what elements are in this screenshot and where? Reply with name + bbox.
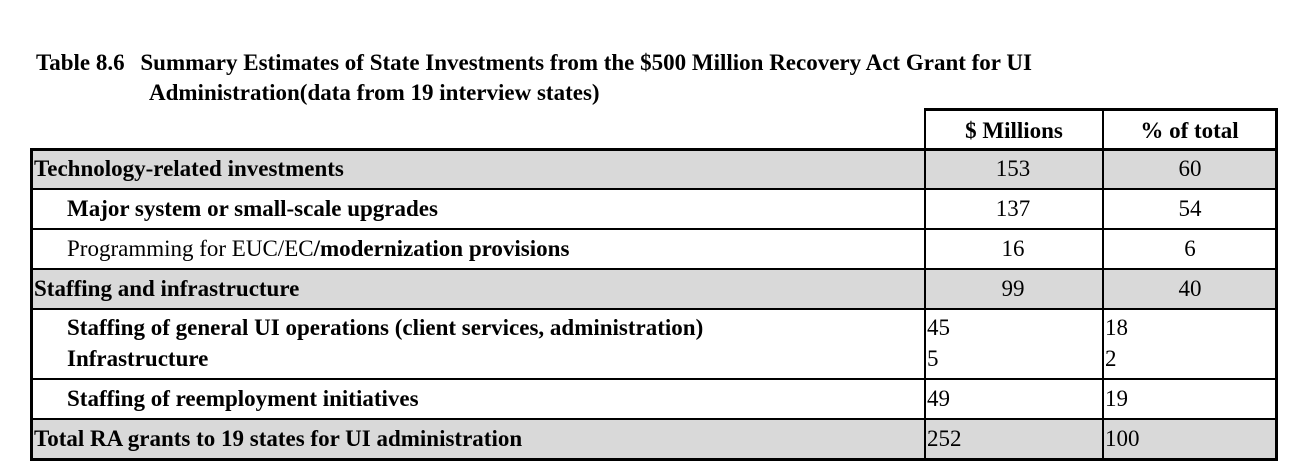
grid-line — [30, 458, 1278, 461]
table-row: Technology-related investments 153 60 — [30, 150, 1278, 188]
row-percent: 100 — [1105, 426, 1140, 451]
grid-line — [924, 108, 926, 460]
row-percent: 60 — [1178, 156, 1202, 181]
grid-line — [30, 148, 1278, 151]
row-label-plain: Programming for EUC/EC — [67, 236, 314, 261]
grid-line — [1275, 108, 1278, 460]
row-millions: 5 — [927, 346, 939, 371]
row-millions: 16 — [1001, 236, 1025, 261]
row-label-bold: /modernization provisions — [313, 236, 570, 261]
table-row: Staffing and infrastructure 99 40 — [30, 270, 1278, 308]
header-millions: $ Millions — [924, 108, 1102, 148]
table-row-group: Staffing of general UI operations (clien… — [30, 310, 1278, 378]
row-percent: 40 — [1178, 276, 1202, 301]
grid-line — [30, 268, 1278, 270]
table-header-row: $ Millions % of total — [30, 108, 1278, 148]
row-percent: 2 — [1105, 346, 1117, 371]
row-percent: 19 — [1105, 386, 1128, 411]
row-label: Staffing and infrastructure — [34, 276, 300, 301]
row-label: Total RA grants to 19 states for UI admi… — [34, 426, 523, 451]
header-percent: % of total — [1102, 108, 1278, 148]
grid-line — [30, 148, 33, 460]
row-percent: 18 — [1105, 315, 1128, 340]
row-percent: 6 — [1184, 236, 1196, 261]
row-millions: 137 — [995, 196, 1031, 221]
row-millions: 153 — [995, 156, 1031, 181]
table-title-line2: Administration(data from 19 interview st… — [149, 80, 600, 105]
row-label: Major system or small-scale upgrades — [67, 196, 438, 221]
table-row-total: Total RA grants to 19 states for UI admi… — [30, 420, 1278, 458]
grid-line — [30, 418, 1278, 420]
grid-line — [1102, 108, 1104, 460]
row-label: Programming for EUC/EC/modernization pro… — [67, 236, 569, 262]
table-caption: Table 8.6 Summary Estimates of State Inv… — [36, 48, 1032, 108]
table-row: Programming for EUC/EC/modernization pro… — [30, 230, 1278, 268]
grid-line — [30, 188, 1278, 190]
row-label: Staffing of reemployment initiatives — [67, 386, 419, 411]
row-percent: 54 — [1178, 196, 1202, 221]
grid-line — [30, 308, 1278, 310]
grid-line — [30, 228, 1278, 230]
summary-table: $ Millions % of total Technology-related… — [30, 108, 1278, 461]
row-millions: 49 — [927, 386, 950, 411]
table-title-line1: Summary Estimates of State Investments f… — [140, 50, 1032, 75]
row-millions: 45 — [927, 315, 950, 340]
grid-line — [30, 378, 1278, 380]
row-label: Infrastructure — [67, 346, 209, 371]
table-row: Staffing of reemployment initiatives 49 … — [30, 380, 1278, 418]
table-row: Major system or small-scale upgrades 137… — [30, 190, 1278, 228]
row-millions: 252 — [927, 426, 962, 451]
row-label: Staffing of general UI operations (clien… — [67, 315, 704, 340]
row-millions: 99 — [1001, 276, 1025, 301]
table-number: Table 8.6 — [36, 50, 125, 75]
row-label: Technology-related investments — [34, 156, 344, 181]
